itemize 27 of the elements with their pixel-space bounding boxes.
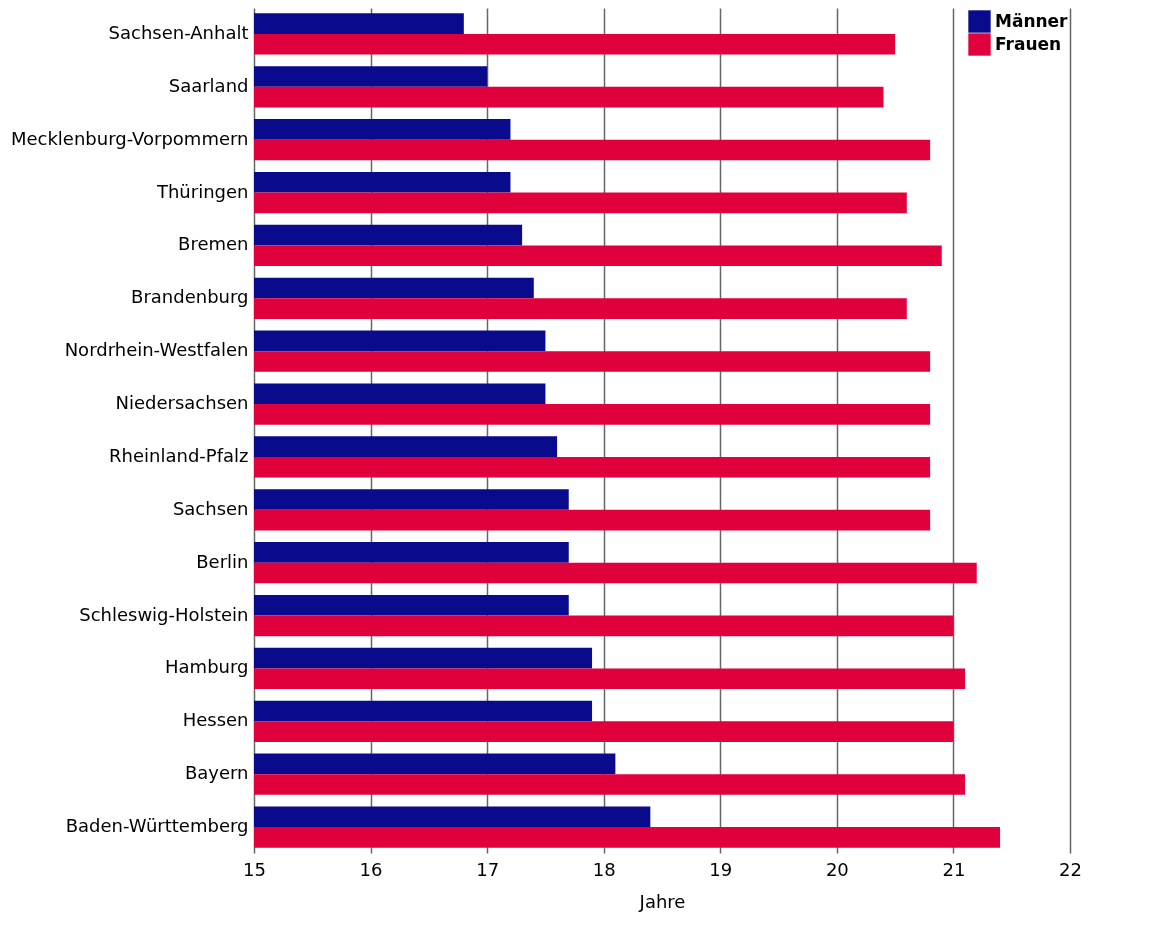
y-tick-label: Mecklenburg-Vorpommern — [10, 127, 249, 149]
y-tick-label: Berlin — [196, 550, 249, 572]
y-tick-label: Bayern — [184, 762, 249, 784]
y-tick-label: Sachsen — [172, 497, 249, 519]
y-tick-label: Thüringen — [155, 180, 249, 202]
y-tick-label: Saarland — [168, 74, 249, 96]
legend-label: Männer — [995, 10, 1069, 31]
y-tick-label: Hamburg — [165, 656, 249, 678]
y-tick-label: Schleswig-Holstein — [79, 603, 249, 625]
y-tick-label: Nordrhein-Westfalen — [64, 339, 249, 361]
y-tick-label: Brandenburg — [131, 286, 249, 308]
x-tick-label: 19 — [709, 858, 733, 880]
x-tick-label: 22 — [1059, 858, 1082, 880]
x-tick-label: 20 — [825, 858, 849, 880]
x-tick-label: 21 — [942, 858, 966, 880]
y-tick-label: Rheinland-Pfalz — [109, 444, 249, 466]
legend-label: Frauen — [995, 33, 1062, 54]
x-tick-label: 17 — [476, 858, 500, 880]
y-tick-label: Bremen — [178, 233, 249, 255]
x-axis-title: Jahre — [638, 890, 686, 912]
x-tick-label: 16 — [359, 858, 383, 880]
y-tick-label: Hessen — [182, 709, 249, 731]
y-tick-label: Niedersachsen — [115, 392, 249, 414]
y-tick-label: Baden-Württemberg — [65, 815, 249, 837]
x-tick-label: 15 — [243, 858, 266, 880]
y-tick-label: Sachsen-Anhalt — [108, 21, 249, 43]
x-tick-label: 18 — [592, 858, 616, 880]
